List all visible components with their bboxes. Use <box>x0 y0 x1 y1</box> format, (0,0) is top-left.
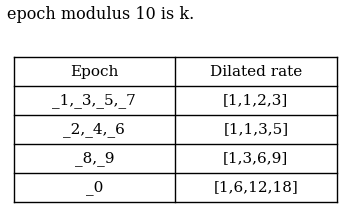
Text: [1,1,2,3]: [1,1,2,3] <box>223 94 288 108</box>
Text: [1,6,12,18]: [1,6,12,18] <box>214 181 298 194</box>
Text: _8,_9: _8,_9 <box>74 151 114 166</box>
Text: epoch modulus 10 is k.: epoch modulus 10 is k. <box>7 6 194 23</box>
Text: Epoch: Epoch <box>70 65 119 79</box>
Text: Dilated rate: Dilated rate <box>210 65 302 79</box>
Text: _0: _0 <box>86 180 103 195</box>
Text: [1,1,3,5]: [1,1,3,5] <box>223 123 288 136</box>
Text: [1,3,6,9]: [1,3,6,9] <box>223 152 288 165</box>
Text: _1,_3,_5,_7: _1,_3,_5,_7 <box>52 93 136 108</box>
Text: _2,_4,_6: _2,_4,_6 <box>64 122 125 137</box>
